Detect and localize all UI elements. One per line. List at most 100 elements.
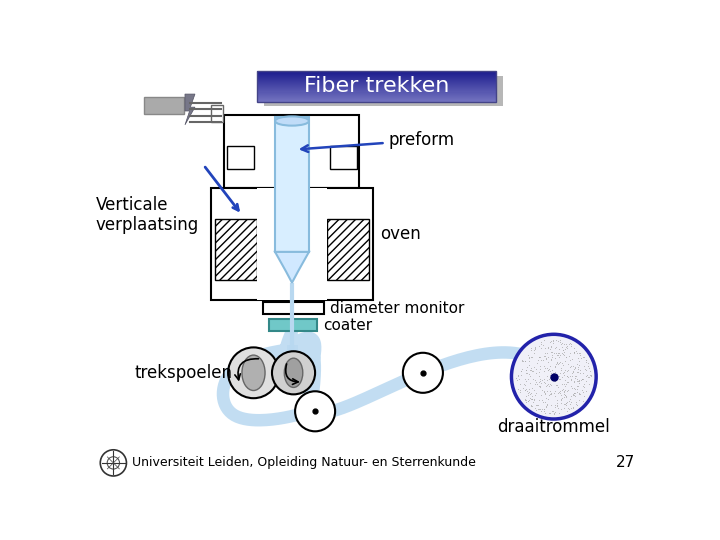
Point: [582, 373, 593, 381]
Point: [549, 408, 561, 417]
Point: [554, 369, 566, 377]
Point: [534, 377, 545, 386]
Point: [567, 367, 579, 376]
Point: [568, 377, 580, 386]
Point: [571, 374, 582, 383]
Point: [572, 364, 584, 373]
Point: [569, 348, 580, 356]
Text: draaitrommel: draaitrommel: [498, 418, 610, 436]
Point: [572, 354, 584, 362]
Point: [580, 355, 592, 364]
Point: [571, 376, 582, 385]
Text: diameter monitor: diameter monitor: [330, 301, 465, 315]
Point: [520, 392, 531, 401]
Point: [549, 353, 561, 362]
Point: [550, 349, 562, 357]
Point: [551, 359, 562, 367]
Bar: [257, 86, 496, 87]
Ellipse shape: [284, 358, 303, 387]
Point: [559, 382, 570, 390]
Point: [544, 371, 555, 380]
Point: [535, 407, 546, 415]
Bar: [257, 77, 496, 78]
Point: [534, 375, 546, 383]
Point: [558, 393, 570, 401]
Point: [529, 380, 541, 388]
Point: [562, 373, 574, 382]
Point: [534, 382, 545, 391]
Point: [538, 341, 549, 349]
Point: [568, 344, 580, 353]
Point: [541, 400, 553, 409]
Point: [540, 402, 552, 411]
Bar: [257, 98, 496, 99]
Point: [572, 387, 583, 396]
Point: [531, 380, 543, 388]
Point: [562, 386, 574, 394]
Point: [528, 349, 539, 357]
Point: [555, 405, 567, 414]
Point: [535, 344, 546, 353]
Point: [573, 361, 585, 369]
Point: [555, 364, 567, 373]
Point: [542, 395, 554, 403]
Point: [557, 385, 569, 394]
Point: [584, 371, 595, 380]
Point: [530, 368, 541, 377]
Point: [525, 365, 536, 374]
Point: [529, 376, 541, 384]
Point: [570, 392, 581, 401]
Point: [527, 375, 539, 383]
Point: [571, 382, 582, 390]
Point: [544, 345, 555, 354]
Point: [546, 381, 557, 389]
Point: [533, 396, 544, 404]
Point: [541, 372, 553, 380]
Point: [554, 375, 566, 384]
Text: preform: preform: [302, 131, 454, 152]
Point: [572, 368, 584, 376]
Point: [568, 348, 580, 356]
Point: [539, 352, 550, 361]
Point: [562, 378, 573, 387]
Point: [567, 362, 579, 371]
Point: [565, 361, 577, 370]
Point: [579, 365, 590, 374]
Point: [560, 392, 572, 400]
Point: [529, 343, 541, 352]
Point: [559, 403, 570, 412]
Point: [523, 385, 534, 394]
Point: [531, 401, 542, 410]
Point: [556, 395, 567, 404]
Point: [549, 344, 561, 353]
Point: [541, 376, 553, 384]
Point: [520, 397, 531, 406]
Point: [548, 389, 559, 397]
Point: [568, 349, 580, 357]
Point: [556, 340, 567, 348]
Point: [546, 400, 557, 409]
Point: [581, 370, 593, 379]
Point: [539, 389, 551, 398]
Point: [516, 357, 528, 366]
Point: [542, 342, 554, 351]
Bar: [257, 93, 496, 94]
Point: [539, 408, 550, 417]
Point: [557, 339, 568, 347]
Point: [552, 381, 563, 390]
Point: [523, 388, 535, 396]
Point: [580, 377, 592, 386]
Point: [567, 391, 579, 400]
Point: [526, 367, 538, 375]
Point: [582, 362, 594, 370]
Bar: [211, 105, 222, 122]
Point: [511, 375, 523, 384]
Point: [555, 391, 567, 400]
Point: [574, 356, 585, 365]
Point: [535, 352, 546, 361]
Point: [526, 392, 538, 400]
Point: [548, 339, 559, 347]
Point: [522, 397, 534, 406]
Point: [524, 394, 536, 403]
Point: [572, 376, 584, 385]
